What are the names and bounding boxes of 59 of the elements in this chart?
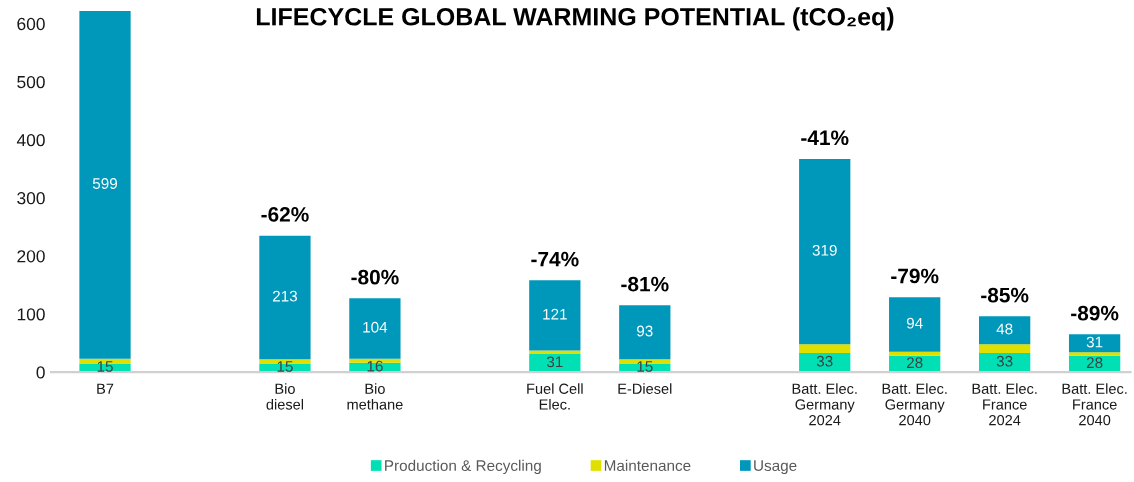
bar <box>889 297 941 352</box>
data-label: 93 <box>637 325 653 337</box>
data-label: 15 <box>637 361 653 372</box>
data-label: 31 <box>546 356 563 368</box>
x-tick-label: Batt. Elec. France 2040 <box>1062 383 1127 426</box>
bar <box>1068 334 1121 353</box>
y-tick-label: 500 <box>17 75 45 89</box>
annotation: -80% <box>351 269 399 285</box>
data-label: 104 <box>363 321 388 333</box>
data-label: 28 <box>906 357 923 369</box>
data-label: 16 <box>367 360 383 372</box>
bar <box>1068 352 1121 356</box>
data-label: 121 <box>543 308 567 320</box>
legend-label: Production & Recycling <box>385 459 541 475</box>
bar <box>259 235 311 360</box>
x-tick-label: Bio methane <box>347 383 403 410</box>
data-label: 33 <box>816 355 833 367</box>
bar <box>529 280 581 351</box>
y-tick-label: 600 <box>17 17 45 31</box>
annotation: -62% <box>261 207 309 222</box>
annotation: -79% <box>891 268 939 284</box>
annotation: -41% <box>801 130 849 146</box>
x-tick-label: B7 <box>97 383 114 394</box>
data-label: 48 <box>996 323 1013 335</box>
annotation: -85% <box>981 287 1029 303</box>
x-tick-label: Fuel Cell Elec. <box>527 383 583 410</box>
data-label: 319 <box>812 244 837 256</box>
chart-title: LIFECYCLE GLOBAL WARMING POTENTIAL (tCO₂eq) <box>256 7 894 31</box>
bar <box>799 344 851 353</box>
legend-label: Maintenance <box>604 459 691 472</box>
data-label: 28 <box>1086 357 1103 369</box>
x-tick-label: Batt. Elec. Germany 2040 <box>882 383 947 426</box>
bar <box>619 305 671 360</box>
data-label: 15 <box>97 361 113 372</box>
x-tick-label: Batt. Elec. France 2024 <box>972 383 1037 426</box>
annotation: -81% <box>621 276 669 292</box>
y-tick-label: 0 <box>36 366 45 379</box>
x-tick-label: Bio diesel <box>266 383 304 410</box>
y-tick-label: 100 <box>17 308 45 321</box>
x-tick-label: Batt. Elec. Germany 2024 <box>792 383 857 426</box>
data-label: 599 <box>92 178 118 189</box>
data-label: 213 <box>272 290 298 302</box>
data-label: 94 <box>906 317 923 329</box>
bar <box>979 316 1031 345</box>
bar <box>799 158 851 345</box>
y-tick-label: 300 <box>17 192 45 205</box>
data-label: 15 <box>277 361 293 372</box>
y-tick-label: 200 <box>17 250 45 263</box>
bar <box>889 351 941 356</box>
bar <box>979 344 1031 353</box>
bar <box>349 298 401 359</box>
annotation: -89% <box>1071 305 1119 321</box>
data-label: 31 <box>1086 336 1103 348</box>
bar <box>79 10 131 359</box>
y-tick-label: 400 <box>16 133 45 147</box>
legend-label: Usage <box>754 460 797 475</box>
annotation: -74% <box>531 251 579 267</box>
data-label: 33 <box>996 355 1013 367</box>
x-tick-label: E-Diesel <box>618 383 672 394</box>
